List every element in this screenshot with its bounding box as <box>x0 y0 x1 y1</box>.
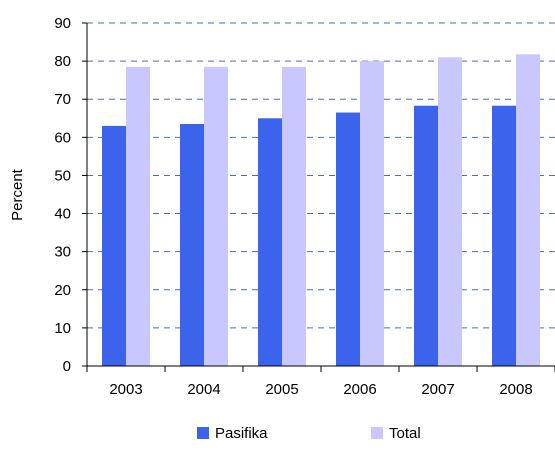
y-tick-label: 40 <box>54 206 71 223</box>
y-tick-label: 80 <box>54 53 71 70</box>
legend-swatch-total <box>371 427 383 439</box>
y-tick-label: 70 <box>54 91 71 108</box>
bar-pasifika-2008 <box>492 105 516 366</box>
bar-total-2008 <box>516 54 540 367</box>
x-tick-label: 2007 <box>421 381 454 398</box>
legend-swatch-pasifika <box>197 427 209 439</box>
x-tick-label: 2003 <box>109 381 142 398</box>
x-tick-label: 2004 <box>187 381 220 398</box>
legend: Pasifika Total <box>197 425 421 442</box>
axes <box>82 22 555 372</box>
legend-label-pasifika: Pasifika <box>215 425 268 442</box>
x-tick-label: 2005 <box>265 381 298 398</box>
y-tick-label: 30 <box>54 244 71 261</box>
bar-pasifika-2006 <box>336 112 360 366</box>
legend-label-total: Total <box>389 425 421 442</box>
bar-total-2007 <box>438 57 462 367</box>
y-tick-label: 50 <box>54 167 71 184</box>
bars <box>102 54 540 367</box>
bar-pasifika-2005 <box>258 118 282 367</box>
bar-pasifika-2003 <box>102 125 126 367</box>
y-tick-labels: 0 10 20 30 40 50 60 70 80 90 <box>54 15 71 375</box>
y-tick-label: 10 <box>54 320 71 337</box>
bar-total-2004 <box>204 66 228 367</box>
bar-pasifika-2007 <box>414 105 438 366</box>
y-axis-title: Percent <box>9 168 26 221</box>
y-tick-label: 0 <box>63 358 71 375</box>
x-tick-label: 2006 <box>343 381 376 398</box>
bar-total-2003 <box>126 66 150 367</box>
y-tick-label: 90 <box>54 15 71 32</box>
bar-pasifika-2004 <box>180 123 204 366</box>
bar-total-2006 <box>360 61 384 366</box>
y-tick-label: 60 <box>54 129 71 146</box>
y-tick-label: 20 <box>54 282 71 299</box>
x-tick-labels: 2003 2004 2005 2006 2007 2008 <box>109 381 532 398</box>
x-tick-label: 2008 <box>499 381 532 398</box>
gridlines <box>87 22 555 329</box>
bar-total-2005 <box>282 66 306 367</box>
